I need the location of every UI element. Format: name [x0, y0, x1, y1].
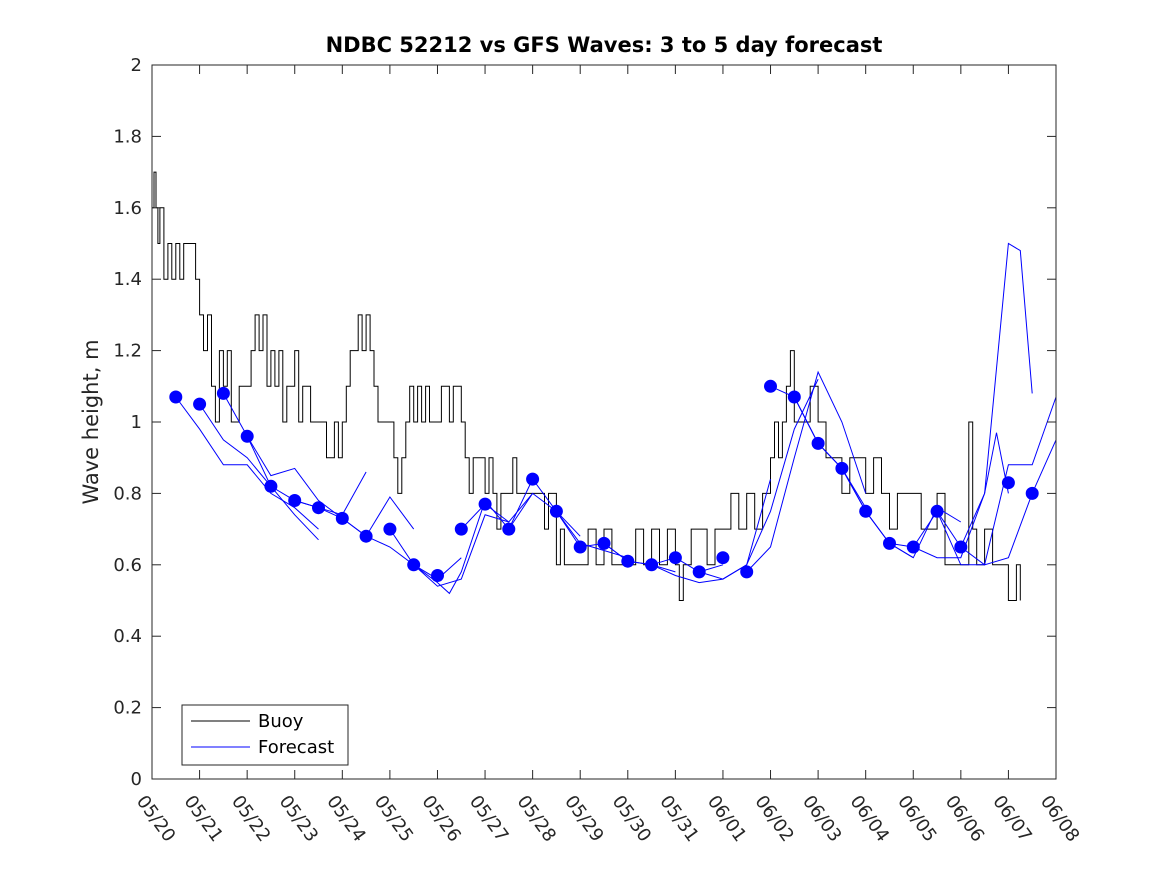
series-line-forecast-run-15 — [746, 370, 867, 573]
y-tick-label: 2 — [131, 55, 142, 76]
forecast-marker-5 — [264, 479, 278, 493]
forecast-marker-31 — [883, 536, 896, 550]
forecast-marker-27 — [787, 390, 801, 404]
forecast-marker-28 — [811, 436, 825, 450]
forecast-marker-32 — [906, 540, 920, 554]
forecast-marker-21 — [645, 558, 659, 572]
y-axis-label: Wave height, m — [79, 339, 103, 504]
forecast-marker-10 — [383, 522, 397, 536]
series-line-forecast-run-21 — [936, 396, 1057, 566]
y-tick-label: 0.8 — [113, 483, 142, 504]
forecast-marker-19 — [597, 536, 611, 550]
y-tick-label: 1.6 — [113, 198, 142, 219]
forecast-marker-17 — [549, 504, 563, 518]
forecast-marker-9 — [359, 529, 373, 543]
forecast-marker-6 — [288, 494, 302, 507]
y-tick-label: 0.6 — [113, 555, 142, 576]
y-tick-label: 1 — [131, 412, 142, 433]
forecast-marker-15 — [502, 522, 516, 536]
forecast-marker-18 — [573, 540, 587, 554]
forecast-marker-23 — [692, 565, 706, 579]
series-line-forecast-run-10 — [508, 478, 628, 559]
series-line-forecast-run-13 — [651, 478, 771, 584]
plot-area — [152, 171, 1057, 601]
forecast-marker-4 — [240, 429, 254, 443]
legend: Buoy Forecast — [181, 704, 349, 766]
forecast-marker-14 — [478, 497, 492, 511]
forecast-marker-1 — [169, 390, 183, 404]
forecast-marker-12 — [431, 569, 444, 582]
y-tick-label: 1.8 — [113, 126, 142, 147]
forecast-marker-30 — [859, 504, 873, 518]
y-tick-label: 0.4 — [113, 626, 142, 647]
series-line-forecast-run-7 — [389, 514, 509, 587]
forecast-marker-8 — [335, 511, 349, 525]
forecast-marker-7 — [312, 501, 325, 515]
forecast-marker-13 — [454, 522, 468, 536]
series-line-forecast-run-14 — [699, 378, 819, 580]
series-line-buoy — [152, 171, 1021, 601]
forecast-marker-3 — [216, 386, 230, 400]
legend-label-forecast: Forecast — [258, 737, 334, 758]
y-tick-label: 1.4 — [113, 269, 142, 290]
y-tick-label: 0 — [131, 769, 142, 790]
forecast-marker-26 — [764, 379, 777, 393]
legend-label-buoy: Buoy — [258, 711, 304, 732]
forecast-marker-20 — [621, 554, 635, 568]
series-line-forecast-run-1 — [175, 396, 319, 530]
chart-title: NDBC 52212 vs GFS Waves: 3 to 5 day fore… — [326, 33, 883, 57]
forecast-marker-34 — [954, 540, 968, 554]
y-tick-label: 1.2 — [113, 341, 142, 362]
forecast-marker-16 — [526, 472, 540, 486]
forecast-marker-29 — [835, 461, 849, 475]
forecast-marker-35 — [1001, 476, 1015, 490]
legend-box — [181, 704, 349, 766]
forecast-marker-2 — [193, 397, 207, 411]
forecast-marker-25 — [740, 565, 754, 579]
forecast-marker-24 — [716, 551, 730, 565]
series-line-forecast-run-2 — [199, 403, 319, 541]
forecast-marker-33 — [930, 504, 944, 518]
forecast-marker-11 — [407, 558, 421, 572]
series-line-forecast-run-22 — [960, 439, 1057, 566]
forecast-marker-22 — [668, 551, 682, 565]
forecast-marker-36 — [1025, 486, 1039, 500]
y-tick-label: 0.2 — [113, 698, 142, 719]
